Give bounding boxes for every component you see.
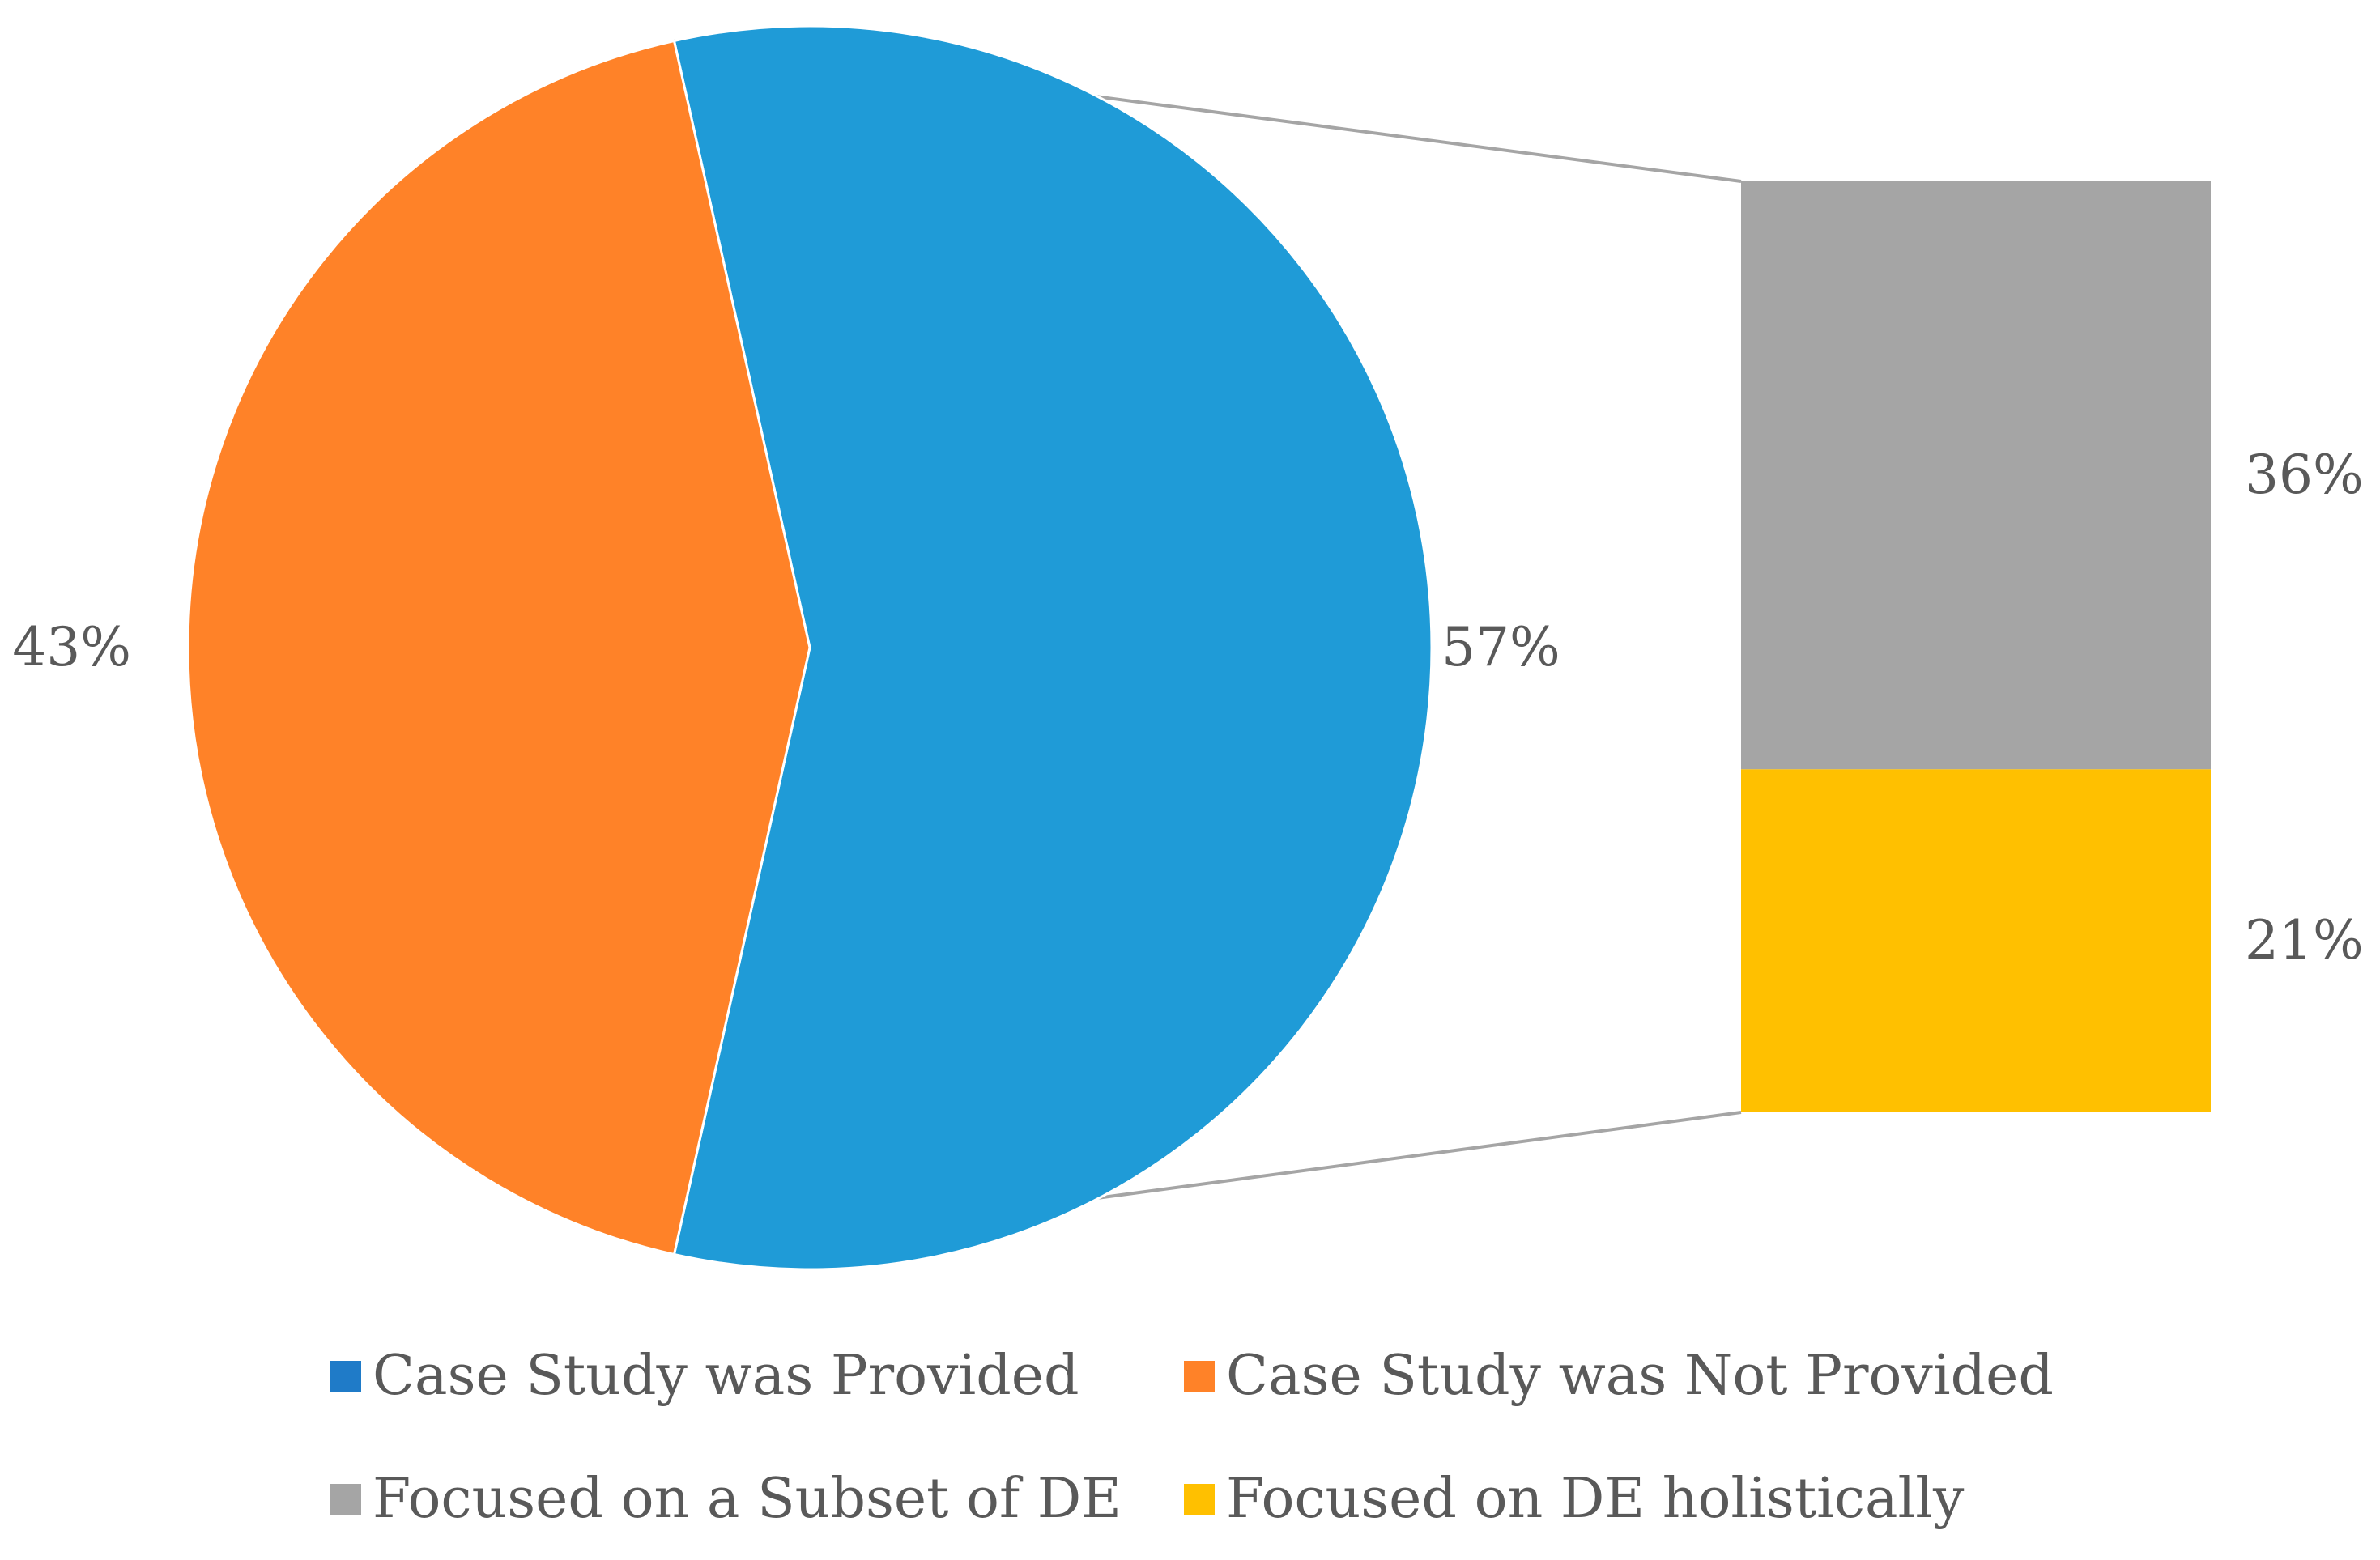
legend-label-focused-on-a-subset-of-de: Focused on a Subset of DE	[373, 1467, 1122, 1531]
legend-label-focused-on-de-holistically: Focused on DE holistically	[1226, 1467, 1965, 1531]
pie-slice-case-study-was-provided	[672, 24, 1433, 1271]
bar-segment-focused-on-a-subset-of-de	[1741, 181, 2211, 770]
data-label-case-study-was-provided: 57%	[1441, 616, 1560, 678]
legend-label-case-study-was-not-provided: Case Study was Not Provided	[1226, 1344, 2054, 1408]
data-label-case-study-was-not-provided: 43%	[12, 616, 131, 678]
legend-label-case-study-was-provided: Case Study was Provided	[373, 1344, 1079, 1408]
breakdown-bar	[1741, 181, 2211, 1112]
legend-swatch-case-study-was-not-provided	[1184, 1361, 1215, 1392]
legend-swatch-focused-on-a-subset-of-de	[330, 1484, 361, 1515]
data-label-focused-on-a-subset-of-de: 36%	[2245, 444, 2364, 506]
data-label-focused-on-de-holistically: 21%	[2245, 909, 2364, 971]
legend-swatch-focused-on-de-holistically	[1184, 1484, 1215, 1515]
pie-slice-case-study-was-not-provided	[186, 39, 811, 1256]
bar-segment-focused-on-de-holistically	[1741, 769, 2211, 1112]
data-labels: 57% 43% 36% 21%	[12, 444, 2363, 971]
legend: Case Study was Provided Case Study was No…	[330, 1344, 2054, 1531]
pie	[186, 24, 1433, 1271]
legend-swatch-case-study-was-provided	[330, 1361, 361, 1392]
